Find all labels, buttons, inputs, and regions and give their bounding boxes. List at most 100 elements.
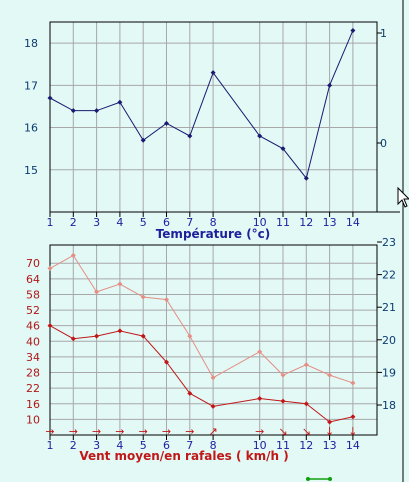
temperature-point bbox=[257, 133, 263, 139]
gust-speed-point bbox=[117, 281, 123, 287]
temperature-point bbox=[280, 146, 286, 152]
gust-speed-point bbox=[350, 380, 356, 386]
bottom-range-marker bbox=[306, 477, 332, 481]
mean-speed-point bbox=[47, 323, 53, 329]
y-tick-label: 70 bbox=[26, 257, 40, 270]
y-tick-label: 28 bbox=[26, 367, 40, 380]
x-tick-label: 12 bbox=[299, 216, 313, 229]
mean-speed-point bbox=[350, 414, 356, 420]
wind-series bbox=[47, 252, 356, 425]
wind-arrow: → bbox=[139, 425, 148, 438]
wind-arrow: ↗ bbox=[208, 425, 217, 438]
x-tick-label: 5 bbox=[140, 439, 147, 452]
mean-speed-point bbox=[280, 398, 286, 404]
x-tick-label: 3 bbox=[93, 216, 100, 229]
x-tick-label: 4 bbox=[116, 216, 123, 229]
temperature-axis-title: Température (°c) bbox=[156, 227, 271, 241]
wind-y-ticks: 10 16 22 28 34 40 46 52 58 64 70 bbox=[26, 257, 40, 426]
x-tick-label: 10 bbox=[253, 439, 267, 452]
y-tick-label: 18 bbox=[24, 37, 38, 50]
x-tick-label: 6 bbox=[163, 216, 170, 229]
gust-speed-point bbox=[94, 289, 100, 295]
y-tick-label: 64 bbox=[26, 273, 40, 286]
gust-speed-point bbox=[210, 375, 216, 381]
gust-speed-point bbox=[70, 252, 76, 258]
x-tick-label: 14 bbox=[346, 439, 360, 452]
x-tick-label: 7 bbox=[186, 216, 193, 229]
gust-speed-point bbox=[327, 372, 333, 378]
temperature-point bbox=[327, 82, 333, 88]
cursor-icon bbox=[397, 186, 409, 208]
temperature-point bbox=[164, 120, 169, 126]
x-tick-label: 8 bbox=[210, 216, 217, 229]
wind-arrow: → bbox=[92, 425, 101, 438]
x-tick-label: 3 bbox=[93, 439, 100, 452]
wind-axis-title: Vent moyen/en rafales ( km/h ) bbox=[79, 449, 288, 463]
wind-arrow: → bbox=[115, 425, 124, 438]
gust-speed-point bbox=[257, 349, 263, 355]
x-tick-label: 1 bbox=[47, 216, 54, 229]
x-tick-label: 1 bbox=[47, 439, 54, 452]
mean-speed-point bbox=[117, 328, 123, 334]
x-tick-label: 10 bbox=[253, 216, 267, 229]
gust-speed-point bbox=[140, 294, 146, 300]
y-tick-label: 52 bbox=[26, 304, 40, 317]
y-tick-label: 15 bbox=[24, 164, 38, 177]
wind-direction-arrows: → → → → → → → ↗ → ↘ ↘ ↓ ↓ bbox=[45, 425, 357, 438]
wind-grid bbox=[49, 245, 377, 435]
temperature-grid bbox=[49, 22, 377, 212]
right-tick-label: 23 bbox=[382, 236, 396, 249]
y-tick-label: 17 bbox=[24, 79, 38, 92]
mean-speed-point bbox=[140, 333, 146, 339]
mean-speed-point bbox=[70, 336, 76, 342]
gust-speed-point bbox=[303, 362, 309, 368]
wind-arrow: ↘ bbox=[278, 425, 287, 438]
x-tick-label: 4 bbox=[116, 439, 123, 452]
x-tick-label: 14 bbox=[346, 216, 360, 229]
wind-arrow: → bbox=[69, 425, 78, 438]
wind-arrow: → bbox=[185, 425, 194, 438]
right-tick-label: 18 bbox=[382, 399, 396, 412]
x-tick-label: 2 bbox=[70, 439, 77, 452]
mean-speed-point bbox=[210, 403, 216, 409]
temperature-point bbox=[94, 108, 100, 114]
temperature-x-ticks: 1 2 3 4 5 6 7 8 10 11 12 13 14 bbox=[47, 212, 360, 229]
x-tick-label: 6 bbox=[163, 439, 170, 452]
wind-arrow: → bbox=[162, 425, 171, 438]
temperature-right-axis: 10 bbox=[376, 22, 400, 213]
right-tick-label: 21 bbox=[382, 301, 396, 314]
y-tick-label: 10 bbox=[26, 413, 40, 426]
right-tick-label: 0 bbox=[380, 137, 387, 150]
temperature-y-ticks: 15 16 17 18 bbox=[24, 37, 38, 177]
temperature-point bbox=[47, 95, 53, 101]
y-tick-label: 16 bbox=[26, 398, 40, 411]
temperature-point bbox=[303, 175, 309, 181]
y-tick-label: 22 bbox=[26, 382, 40, 395]
wind-arrow: ↓ bbox=[348, 425, 357, 438]
wind-arrow: → bbox=[255, 425, 264, 438]
temperature-point bbox=[140, 137, 146, 143]
right-tick-label: 22 bbox=[382, 269, 396, 282]
wind-arrow: → bbox=[45, 425, 54, 438]
x-tick-label: 8 bbox=[210, 439, 217, 452]
right-tick-label: 20 bbox=[382, 334, 396, 347]
gust-speed-point bbox=[47, 265, 53, 271]
y-tick-label: 40 bbox=[26, 335, 40, 348]
temperature-point bbox=[350, 27, 356, 33]
y-tick-label: 34 bbox=[26, 351, 40, 364]
x-tick-label: 13 bbox=[323, 216, 337, 229]
x-tick-label: 11 bbox=[276, 216, 290, 229]
x-tick-label: 12 bbox=[299, 439, 313, 452]
temperature-point bbox=[70, 108, 76, 114]
mean-speed-point bbox=[257, 396, 263, 402]
right-tick-label: 19 bbox=[382, 366, 396, 379]
temperature-point bbox=[210, 70, 216, 76]
mean-speed-point bbox=[164, 359, 169, 365]
wind-x-ticks: 1 2 3 4 5 6 7 8 10 11 12 13 14 bbox=[47, 435, 360, 452]
temperature-point bbox=[117, 99, 123, 105]
